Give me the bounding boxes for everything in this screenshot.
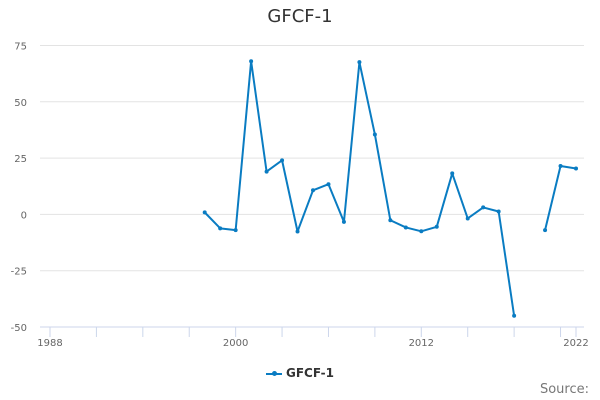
data-point [481, 205, 486, 210]
data-point [264, 169, 269, 174]
data-point [450, 171, 455, 176]
data-point [295, 229, 300, 234]
data-point [326, 182, 331, 187]
data-point [280, 158, 285, 163]
y-tick-label: 50 [14, 98, 27, 109]
data-point [558, 163, 563, 168]
legend-swatch [265, 370, 282, 376]
y-tick-label: 25 [14, 154, 27, 165]
data-point [202, 210, 207, 215]
data-point [434, 224, 439, 229]
data-point [233, 228, 238, 233]
y-tick-label: -25 [11, 267, 27, 278]
y-tick-label: 0 [21, 210, 27, 221]
data-point [496, 209, 501, 214]
x-tick-label: 2000 [223, 338, 248, 349]
data-point [388, 218, 393, 223]
y-tick-label: -50 [11, 323, 27, 334]
y-tick-label: 75 [14, 42, 27, 53]
x-tick-label: 2022 [563, 338, 588, 349]
source-label: Source: [539, 382, 589, 397]
data-point [311, 188, 315, 193]
x-tick-label: 1988 [37, 338, 62, 349]
data-point [465, 216, 470, 221]
data-point [419, 229, 424, 234]
data-point [574, 166, 578, 171]
data-point [543, 228, 548, 233]
data-point [218, 226, 223, 231]
data-point [403, 225, 408, 230]
legend-label: GFCF-1 [285, 366, 334, 380]
chart-title: GFCF-1 [267, 6, 333, 27]
data-point [249, 59, 254, 64]
data-point [372, 132, 377, 137]
x-tick-label: 2012 [409, 338, 434, 349]
data-point [512, 313, 517, 318]
series-line [203, 60, 577, 316]
data-point [357, 60, 362, 65]
data-point [341, 219, 346, 224]
legend[interactable]: GFCF-1 [0, 366, 600, 380]
